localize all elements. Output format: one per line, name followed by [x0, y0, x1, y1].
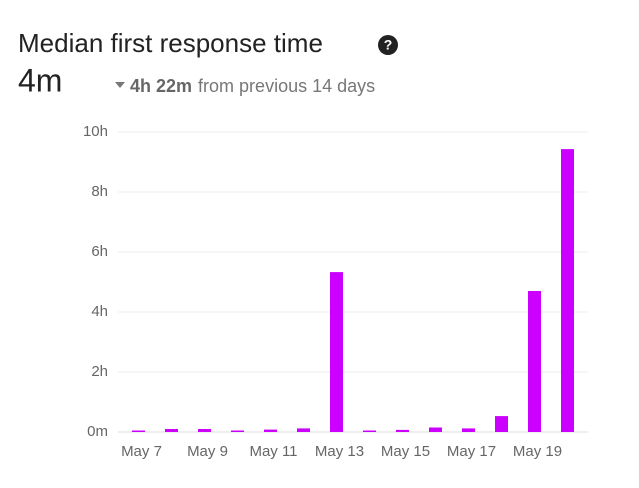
- bar: [528, 291, 541, 432]
- y-tick-label: 4h: [91, 303, 108, 320]
- help-icon[interactable]: ?: [378, 35, 398, 55]
- y-tick-label: 10h: [83, 123, 108, 140]
- x-tick-label: May 13: [315, 443, 364, 460]
- summary-value: 4m: [18, 62, 62, 98]
- change: 4h 22m: [130, 76, 192, 96]
- y-tick-label: 0m: [87, 423, 108, 440]
- change-note: from previous 14 days: [198, 76, 375, 96]
- bar: [132, 430, 145, 432]
- bar: [396, 429, 409, 432]
- x-tick-label: May 15: [381, 443, 430, 460]
- x-tick-label: May 7: [121, 443, 162, 460]
- y-tick-label: 8h: [91, 183, 108, 200]
- svg-text:?: ?: [384, 37, 393, 53]
- x-tick-label: May 19: [513, 443, 562, 460]
- bar: [198, 429, 211, 432]
- bar: [429, 427, 442, 432]
- bar: [231, 430, 244, 432]
- bar: [363, 430, 376, 432]
- x-tick-label: May 9: [187, 443, 228, 460]
- chart-title: Median first response time: [18, 28, 323, 58]
- bar: [297, 428, 310, 432]
- bar: [264, 429, 277, 432]
- bar: [330, 272, 343, 432]
- x-tick-label: May 11: [249, 443, 297, 460]
- x-tick-label: May 17: [447, 443, 496, 460]
- y-tick-label: 2h: [91, 363, 108, 380]
- bar: [165, 429, 178, 432]
- bar: [495, 416, 508, 432]
- bar: [561, 149, 574, 432]
- bar: [462, 428, 475, 432]
- summary-change: 4h 22m from previous 14 days: [130, 76, 375, 96]
- change-arrow: [115, 82, 125, 88]
- y-tick-label: 6h: [91, 243, 108, 260]
